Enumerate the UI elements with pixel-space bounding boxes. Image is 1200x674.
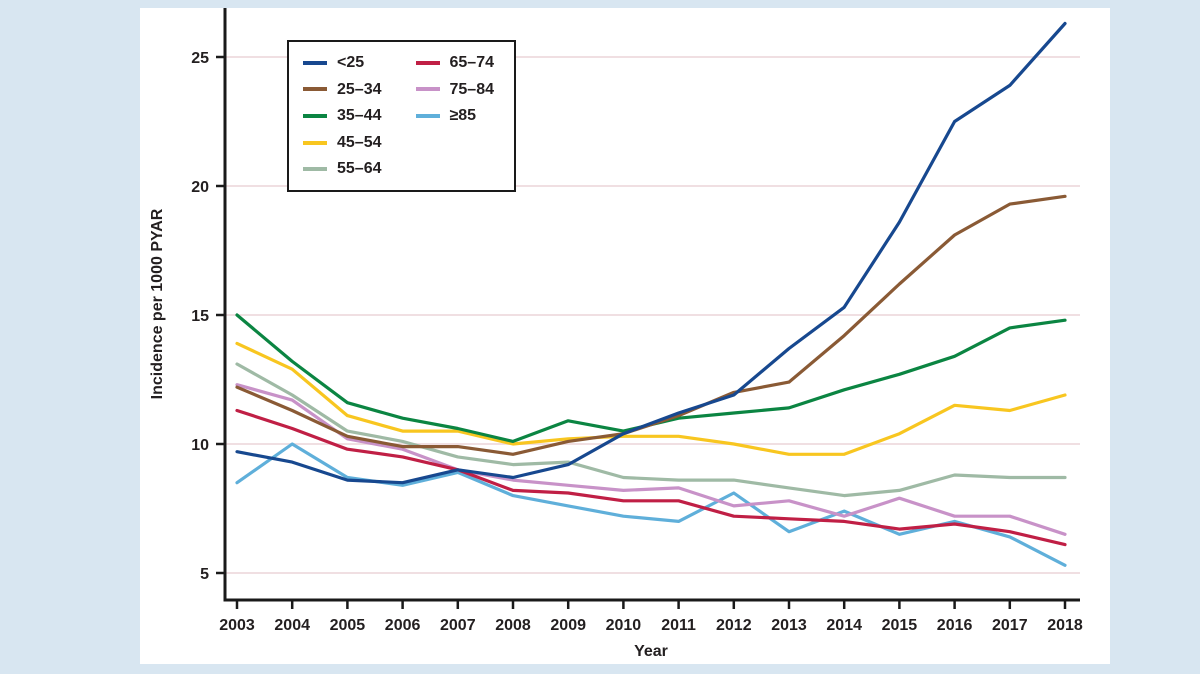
series-line-45–54 xyxy=(235,341,1067,456)
legend-item-<25: <25 xyxy=(303,52,382,74)
legend-label: 45–54 xyxy=(337,133,382,151)
x-tick-label: 2010 xyxy=(606,617,642,634)
legend-swatch xyxy=(415,113,440,118)
x-tick-label: 2016 xyxy=(937,617,973,634)
y-tick-label: 15 xyxy=(191,308,209,325)
legend-item-55–64: 55–64 xyxy=(303,158,382,180)
legend-swatch xyxy=(303,167,327,172)
legend-swatch xyxy=(303,87,327,92)
legend-item-65–74: 65–74 xyxy=(415,52,495,74)
y-axis-title: Incidence per 1000 PYAR xyxy=(149,208,166,400)
legend-item-≥85: ≥85 xyxy=(415,105,495,127)
series-line-25–34 xyxy=(235,194,1067,456)
x-tick-label: 2012 xyxy=(716,617,752,634)
y-tick-label: 20 xyxy=(191,179,209,196)
x-axis-title: Year xyxy=(634,643,668,660)
series-line-≥85 xyxy=(235,442,1067,567)
x-tick-label: 2004 xyxy=(274,617,310,634)
legend-label: <25 xyxy=(337,54,365,71)
x-tick-label: 2015 xyxy=(882,617,918,634)
y-tick-label: 5 xyxy=(200,566,209,583)
series-line-65–74 xyxy=(235,408,1067,547)
series-line-55–64 xyxy=(235,362,1067,498)
legend-swatch xyxy=(303,140,327,145)
legend-item-75–84: 75–84 xyxy=(415,79,495,101)
y-tick-label: 25 xyxy=(191,50,209,67)
legend-item-45–54: 45–54 xyxy=(303,132,382,154)
legend-label: 65–74 xyxy=(449,54,495,71)
x-tick-label: 2007 xyxy=(440,617,476,634)
legend-swatch xyxy=(303,60,327,65)
x-tick-label: 2006 xyxy=(385,617,421,634)
series-line-<25 xyxy=(235,21,1067,485)
x-tick-label: 2005 xyxy=(330,617,366,634)
legend-label: 25–34 xyxy=(337,80,382,98)
legend-label: 35–44 xyxy=(337,107,382,125)
legend-item-35–44: 35–44 xyxy=(303,105,382,127)
x-tick-label: 2009 xyxy=(550,617,586,634)
series-line-75–84 xyxy=(235,383,1067,536)
legend-label: 75–84 xyxy=(449,80,495,98)
x-tick-label: 2003 xyxy=(219,617,255,634)
x-tick-label: 2018 xyxy=(1047,617,1083,634)
legend: <25 25–34 35–44 45–54 55–64 65–74 75–84 ≥85 xyxy=(287,40,516,192)
y-tick-label: 10 xyxy=(191,437,209,454)
x-tick-label: 2017 xyxy=(992,617,1028,634)
x-tick-label: 2014 xyxy=(826,617,862,634)
legend-label: 55–64 xyxy=(337,160,382,178)
legend-swatch xyxy=(303,113,327,118)
legend-swatch xyxy=(415,87,440,92)
x-tick-label: 2013 xyxy=(771,617,807,634)
x-tick-label: 2011 xyxy=(661,617,696,634)
legend-item-25–34: 25–34 xyxy=(303,79,382,101)
x-tick-label: 2008 xyxy=(495,617,531,634)
legend-swatch xyxy=(415,60,440,65)
legend-label: ≥85 xyxy=(449,107,477,125)
